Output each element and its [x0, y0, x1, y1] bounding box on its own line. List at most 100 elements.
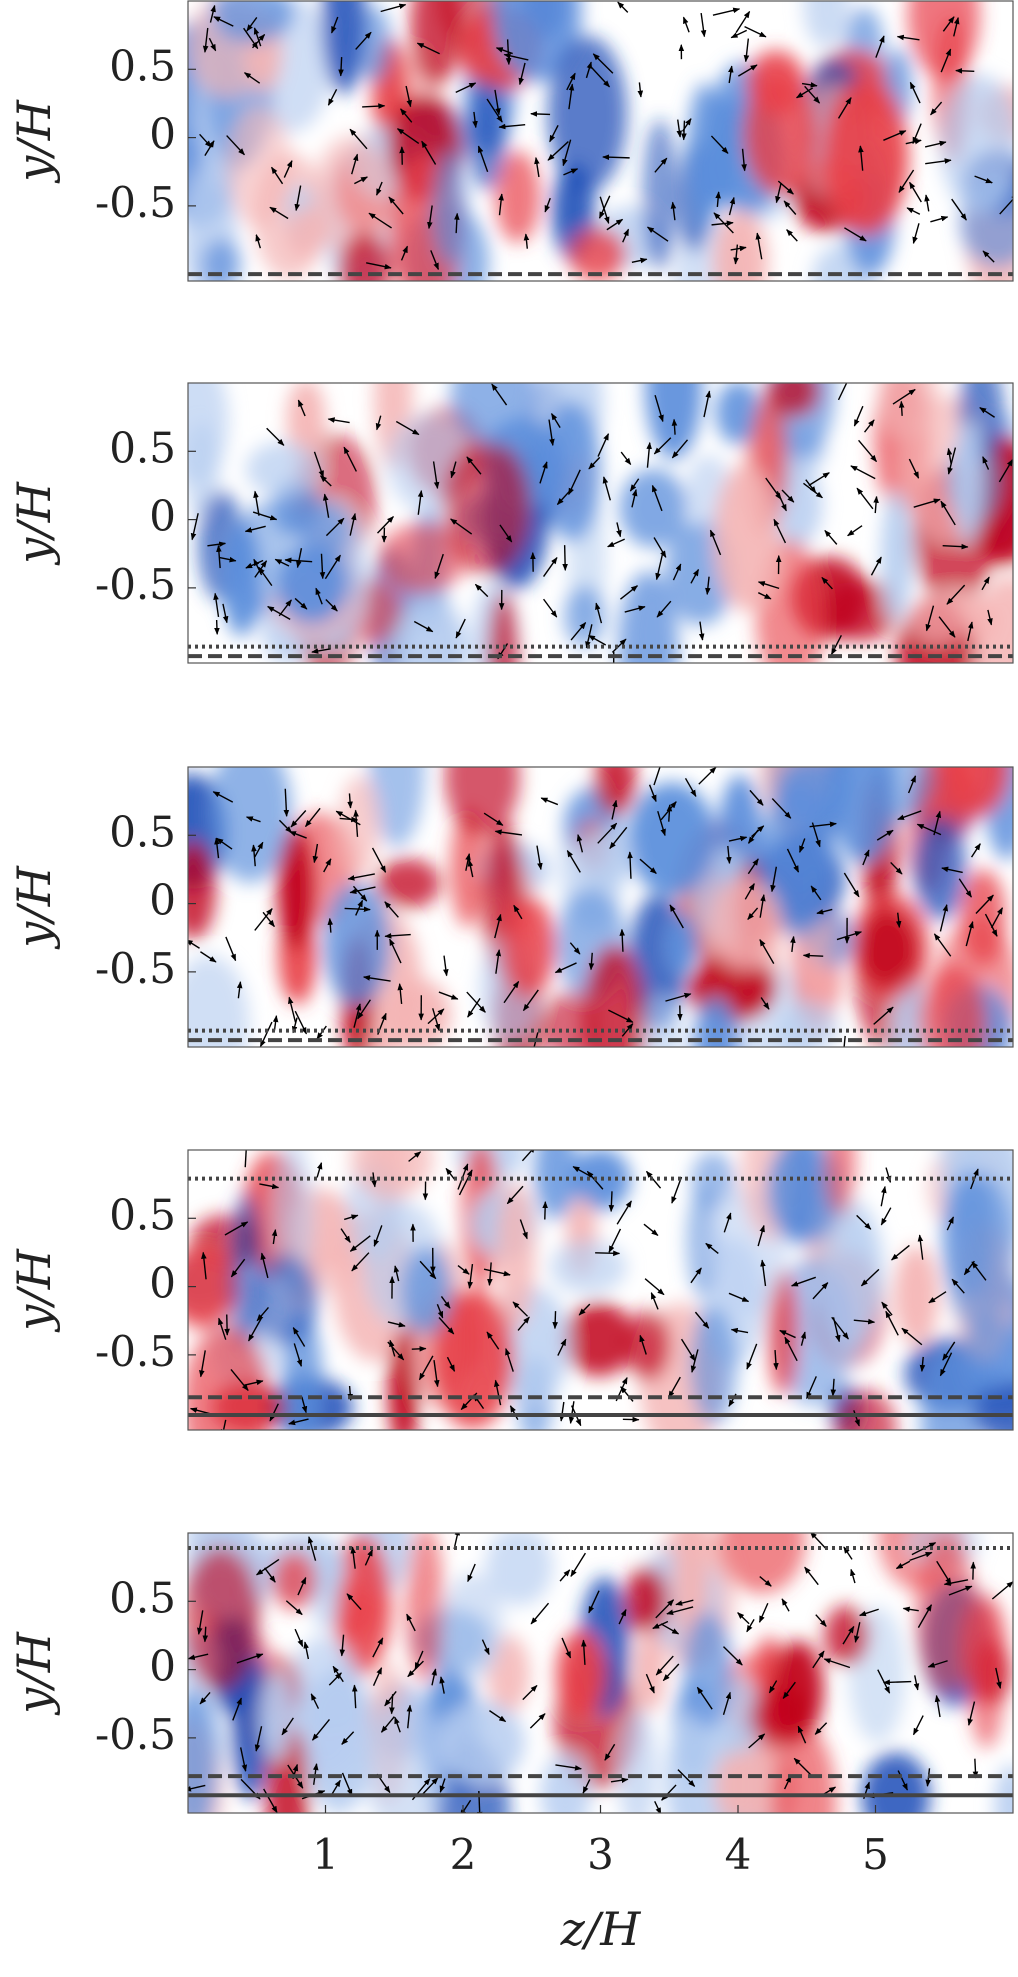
vector-arrow	[645, 1673, 655, 1694]
vector-arrow	[272, 1015, 279, 1031]
vector-arrow	[294, 597, 308, 610]
vector-arrow	[916, 823, 942, 836]
vector-arrow	[629, 478, 640, 492]
vector-arrow	[446, 1356, 456, 1372]
vector-arrow	[351, 1684, 358, 1709]
vector-arrow	[858, 439, 878, 463]
vector-arrow	[987, 609, 993, 626]
vector-arrow	[909, 1551, 933, 1562]
vector-arrow	[608, 1228, 622, 1253]
vector-arrow	[933, 933, 952, 957]
field-blob	[750, 1686, 813, 1747]
vector-arrow	[371, 847, 387, 873]
y-tick-label: -0.5	[95, 560, 176, 609]
vector-arrow	[880, 1185, 887, 1207]
vector-arrow	[278, 819, 293, 834]
field-blob	[634, 1627, 666, 1712]
field-blob	[943, 767, 1010, 817]
vector-arrow	[495, 47, 513, 55]
vector-arrow	[653, 537, 667, 558]
vector-arrow	[682, 16, 690, 33]
vector-arrow	[430, 250, 440, 271]
field-blob	[959, 1592, 1007, 1704]
panel-frame	[187, 0, 1014, 282]
vector-arrow	[604, 1743, 616, 1761]
vector-arrow	[481, 1639, 490, 1656]
vector-arrow	[474, 583, 489, 598]
field-blob	[952, 418, 986, 543]
vector-arrow	[311, 648, 331, 654]
field	[188, 1150, 1013, 1430]
vector-arrow	[264, 1567, 276, 1583]
vector-arrow	[906, 207, 921, 215]
vector-arrow	[999, 193, 1013, 215]
field-blob	[582, 944, 646, 1047]
vector-arrow	[209, 4, 216, 23]
vector-arrow	[804, 85, 821, 104]
vector-arrow	[335, 810, 361, 826]
vector-arrow	[547, 141, 569, 161]
field-blob	[693, 997, 739, 1047]
field-blob	[766, 1150, 842, 1245]
vector-arrow	[862, 849, 870, 866]
vector-arrow	[562, 545, 568, 571]
vector-arrow	[467, 859, 474, 878]
vector-arrow	[472, 111, 478, 129]
vector-arrow	[389, 938, 402, 964]
vector-arrow	[539, 461, 548, 484]
vector-arrow	[666, 804, 673, 822]
vector-arrow	[254, 841, 264, 858]
vector-arrow	[654, 394, 664, 423]
vector-arrow	[292, 1327, 306, 1347]
vector-arrow	[489, 1710, 507, 1723]
vector-arrow	[522, 1685, 538, 1701]
vector-arrow	[267, 605, 291, 621]
vector-arrow	[281, 1717, 294, 1736]
vector-arrow	[288, 996, 297, 1023]
vector-arrow	[301, 1396, 308, 1414]
vector-arrow	[709, 529, 722, 556]
vector-arrow	[965, 920, 974, 947]
vector-arrow	[671, 418, 678, 435]
vector-arrow	[947, 447, 957, 475]
vector-arrow	[530, 1602, 550, 1625]
y-tick-label: 0.5	[109, 1190, 176, 1239]
vector-arrow	[912, 123, 922, 145]
vector-arrow	[842, 1625, 855, 1645]
y-tick-label: -0.5	[95, 944, 176, 993]
vector-arrow	[530, 111, 551, 117]
vector-arrow	[722, 1691, 732, 1716]
vector-arrow	[347, 873, 375, 881]
vector-arrow	[483, 812, 504, 826]
field-blob	[467, 80, 507, 191]
vector-arrow	[622, 228, 630, 243]
vector-arrow	[967, 621, 974, 642]
vector-arrow	[283, 160, 293, 178]
vector-arrow	[316, 1162, 323, 1178]
vector-arrow	[341, 1731, 355, 1745]
panel	[188, 383, 1013, 663]
vector-arrow	[216, 544, 222, 569]
vector-arrow	[627, 851, 633, 879]
vector-arrow	[943, 1579, 969, 1586]
vector-arrow	[624, 605, 646, 613]
vector-arrow	[662, 1663, 680, 1682]
vector-arrow	[786, 229, 798, 242]
x-tick-label: 2	[450, 1830, 477, 1879]
vector-arrow	[781, 489, 795, 503]
panel	[188, 1150, 1013, 1430]
vector-arrow	[220, 1419, 227, 1430]
field-blob	[645, 383, 703, 460]
vector-arrow	[653, 437, 672, 455]
vector-arrow	[517, 1316, 530, 1331]
vector-arrow	[346, 1593, 362, 1611]
vector-arrow	[610, 1777, 629, 1784]
vector-arrow	[327, 89, 338, 106]
vector-arrow	[760, 1259, 767, 1287]
vector-arrow	[705, 576, 711, 595]
vector-arrow	[619, 928, 626, 952]
field-blob	[627, 782, 716, 896]
vector-arrow	[513, 904, 523, 920]
field-blob	[440, 1573, 504, 1681]
vector-arrow	[790, 1276, 816, 1287]
